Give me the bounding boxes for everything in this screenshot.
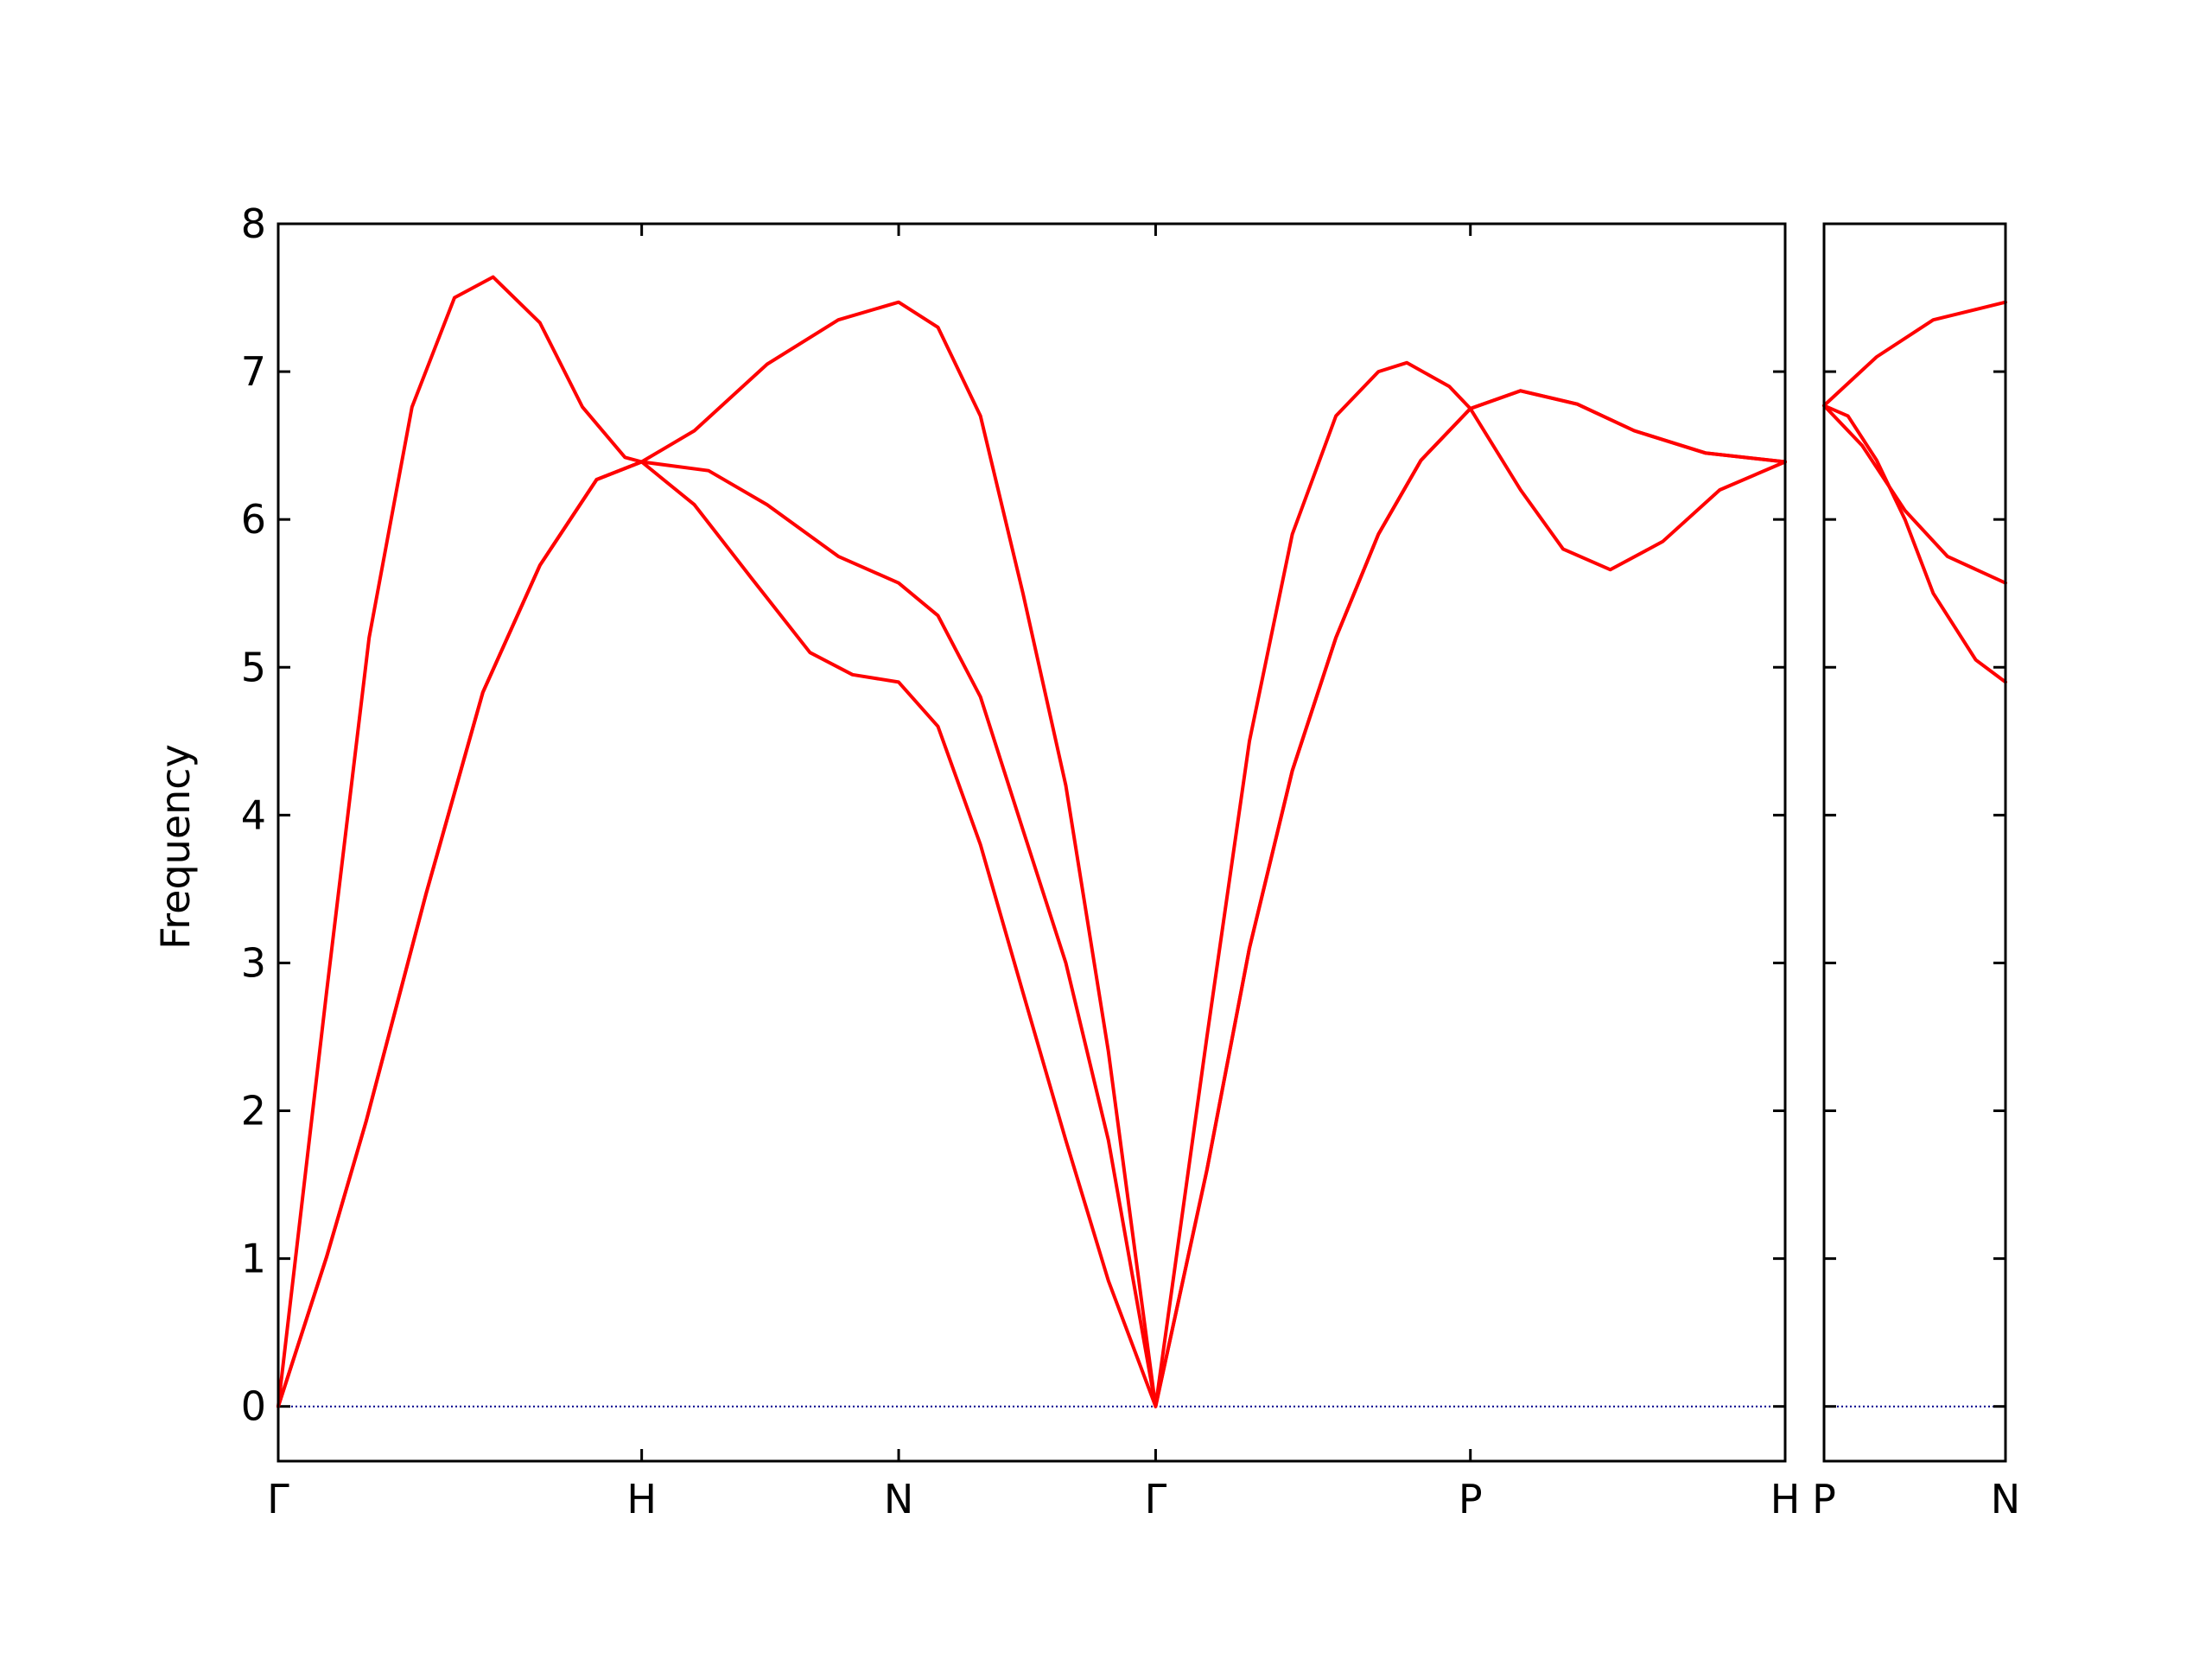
x-tick-label: H xyxy=(626,1476,657,1522)
y-tick-label: 8 xyxy=(241,200,266,247)
y-tick-label: 5 xyxy=(241,644,266,690)
y-tick-label: 2 xyxy=(241,1088,266,1135)
x-tick-label: N xyxy=(884,1476,913,1522)
plot-frame xyxy=(1822,222,2007,1463)
x-tick-label: Γ xyxy=(1145,1476,1167,1522)
x-tick-label: H xyxy=(1770,1476,1801,1522)
band-line xyxy=(276,275,1787,1408)
x-tick-label: N xyxy=(1991,1476,2020,1522)
y-tick-label: 7 xyxy=(241,348,266,395)
band-line xyxy=(1822,300,2007,408)
x-tick-label: Γ xyxy=(267,1476,289,1522)
x-tick-label: P xyxy=(1812,1476,1836,1522)
y-tick-label: 6 xyxy=(241,496,266,543)
x-tick-label: P xyxy=(1459,1476,1483,1522)
plot-frame xyxy=(276,222,1787,1463)
y-tick-label: 1 xyxy=(241,1236,266,1282)
y-axis-label: Frequency xyxy=(152,744,199,950)
y-tick-label: 3 xyxy=(241,939,266,986)
band-line xyxy=(1822,404,2007,585)
band-line xyxy=(1822,404,2007,684)
y-tick-label: 0 xyxy=(241,1383,266,1430)
band-line xyxy=(276,406,1787,1408)
y-tick-label: 4 xyxy=(241,791,266,838)
